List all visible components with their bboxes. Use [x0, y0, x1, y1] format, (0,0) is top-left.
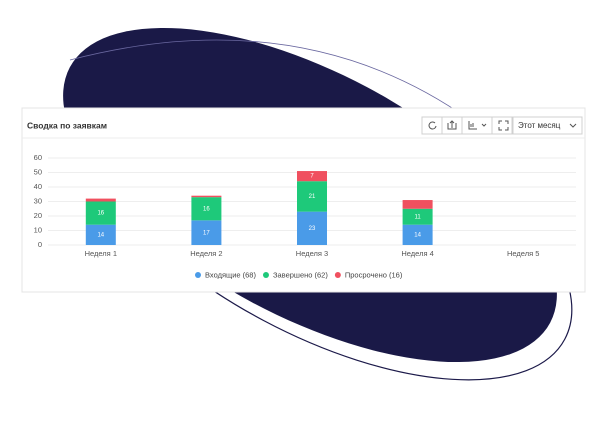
- value-label: 23: [309, 226, 316, 232]
- period-select[interactable]: [512, 116, 583, 135]
- legend-marker: [334, 272, 341, 278]
- value-label: 11: [414, 214, 421, 220]
- legend-label: Просрочено (16): [345, 270, 403, 279]
- x-tick-label: Неделя 2: [190, 249, 222, 258]
- bar-segment: [402, 224, 433, 245]
- bar-segment: [191, 195, 222, 198]
- bar-segment: [191, 220, 222, 245]
- fullscreen-button[interactable]: [491, 116, 513, 135]
- fullscreen-icon: [498, 120, 509, 131]
- value-label: 16: [203, 206, 210, 212]
- bar-segment: [402, 208, 433, 225]
- legend-label: Завершено (62): [273, 270, 328, 279]
- decor-line: [69, 39, 471, 121]
- x-tick-label: Неделя 5: [507, 249, 539, 258]
- bar-segment: [297, 181, 327, 212]
- export-icon: [447, 120, 457, 130]
- y-tick-label: 60: [34, 153, 42, 162]
- chart-type-button[interactable]: [461, 116, 493, 135]
- bar-segment: [85, 198, 116, 202]
- y-tick-label: 0: [38, 240, 42, 249]
- x-tick-label: Неделя 4: [401, 249, 433, 258]
- bar-segment: [85, 224, 116, 245]
- dropdown-icon: [569, 123, 577, 128]
- value-label: 7: [310, 174, 314, 180]
- y-tick-label: 10: [34, 225, 42, 234]
- bar-segment: [297, 171, 327, 182]
- value-label: 21: [309, 194, 316, 200]
- value-label: 14: [97, 232, 104, 238]
- chart-icon: [468, 121, 487, 130]
- bar-segment: [402, 200, 433, 209]
- legend-marker: [262, 272, 269, 278]
- refresh-icon: [428, 121, 437, 130]
- widget-title: Сводка по заявкам: [27, 120, 107, 130]
- value-label: 14: [414, 232, 421, 238]
- refresh-button[interactable]: [421, 116, 443, 135]
- period-label: Этот месяц: [518, 121, 561, 130]
- x-tick-label: Неделя 3: [296, 249, 328, 258]
- legend-label: Входящие (68): [205, 270, 256, 279]
- toolbar-icons: [428, 120, 577, 131]
- bar-segment: [85, 201, 116, 225]
- y-tick-label: 50: [34, 167, 42, 176]
- legend-marker: [195, 272, 201, 278]
- toolbar: [421, 116, 583, 135]
- y-tick-label: 30: [34, 196, 42, 205]
- y-tick-label: 20: [34, 211, 42, 220]
- value-label: 16: [97, 211, 104, 217]
- value-label: 17: [203, 230, 210, 236]
- bar-segment: [297, 211, 327, 245]
- bar-segment: [191, 197, 222, 221]
- y-tick-label: 40: [34, 182, 42, 191]
- x-tick-label: Неделя 1: [85, 249, 117, 258]
